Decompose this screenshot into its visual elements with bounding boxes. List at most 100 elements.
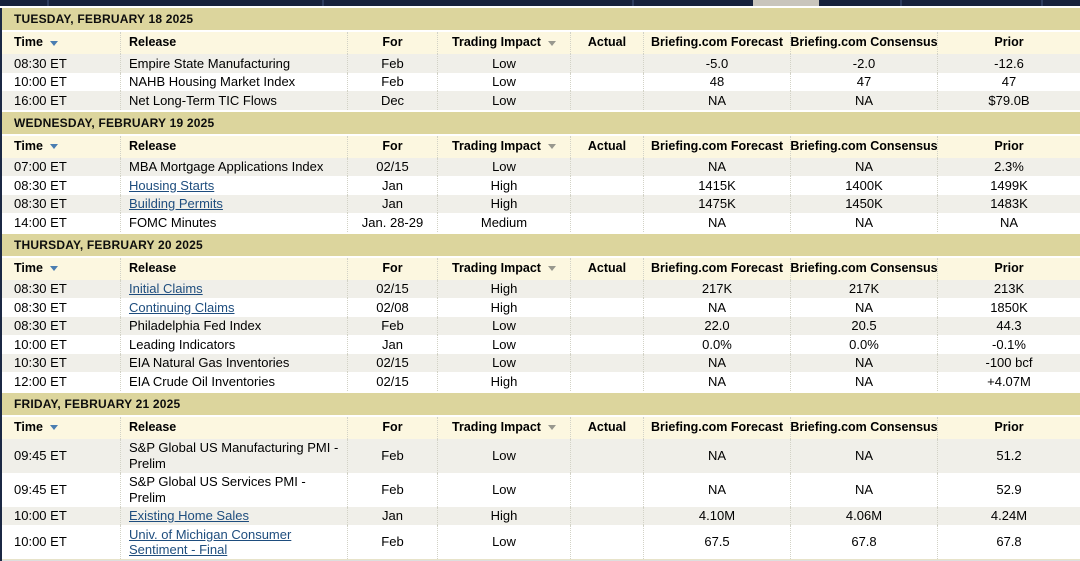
release-link[interactable]: Existing Home Sales xyxy=(129,508,249,523)
cell-for: Dec xyxy=(347,91,437,110)
cell-forecast: NA xyxy=(643,157,790,176)
column-header-actual: Actual xyxy=(570,135,643,158)
sort-descending-icon xyxy=(547,425,556,430)
cell-release[interactable]: Initial Claims xyxy=(120,279,347,298)
cell-release[interactable]: Existing Home Sales xyxy=(120,506,347,525)
column-header-forecast: Briefing.com Forecast xyxy=(643,416,790,439)
cell-impact: High xyxy=(437,298,570,317)
cell-time: 10:00 ET xyxy=(14,336,67,352)
cell-forecast: 67.5 xyxy=(643,525,790,559)
cell-consensus: NA xyxy=(790,472,937,507)
column-header-label: For xyxy=(382,138,403,153)
cell-release[interactable]: Building Permits xyxy=(120,194,347,213)
cell-actual xyxy=(570,176,643,195)
cell-actual xyxy=(570,213,643,232)
cell-actual xyxy=(570,525,643,559)
column-header-prior: Prior xyxy=(937,257,1080,280)
column-header-impact[interactable]: Trading Impact xyxy=(437,416,570,439)
topbar-separator xyxy=(632,0,634,6)
column-header-time[interactable]: Time xyxy=(2,417,120,439)
day-header: FRIDAY, FEBRUARY 21 2025 xyxy=(2,392,1080,415)
column-header-impact[interactable]: Trading Impact xyxy=(437,257,570,280)
cell-for: 02/15 xyxy=(347,372,437,391)
column-header-release: Release xyxy=(120,32,347,54)
column-header-label: Actual xyxy=(587,419,627,434)
release-link[interactable]: Building Permits xyxy=(129,196,223,211)
release-link[interactable]: Univ. of Michigan Consumer Sentiment - F… xyxy=(129,526,292,558)
cell-time: 16:00 ET xyxy=(14,92,67,108)
cell-consensus: NA xyxy=(790,372,937,391)
cell-prior: 2.3% xyxy=(937,157,1080,176)
cell-for: 02/15 xyxy=(347,157,437,176)
cell-consensus: 47 xyxy=(790,72,937,91)
cell-actual xyxy=(570,157,643,176)
cell-forecast: 1415K xyxy=(643,176,790,195)
column-header-consensus: Briefing.com Consensus xyxy=(790,416,938,439)
cell-impact: Medium xyxy=(437,213,570,232)
topbar-separator xyxy=(1041,0,1043,6)
table-row: 08:30 ET Building Permits Jan High 1475K 1450… xyxy=(2,194,1080,213)
cell-forecast: 217K xyxy=(643,279,790,298)
cell-actual xyxy=(570,372,643,391)
column-header-impact[interactable]: Trading Impact xyxy=(437,135,570,158)
cell-prior: 51.2 xyxy=(937,438,1080,473)
column-header-label: Briefing.com Consensus xyxy=(790,35,938,50)
cell-release: NAHB Housing Market Index xyxy=(120,72,347,91)
cell-consensus: NA xyxy=(790,438,937,473)
column-header-release: Release xyxy=(120,416,347,439)
column-header-time[interactable]: Time xyxy=(2,258,120,280)
cell-actual xyxy=(570,72,643,91)
cell-time: 08:30 ET xyxy=(14,177,67,193)
column-header-time[interactable]: Time xyxy=(2,136,120,158)
column-header-consensus: Briefing.com Consensus xyxy=(790,257,938,280)
release-link[interactable]: Housing Starts xyxy=(129,177,215,193)
cell-consensus: 20.5 xyxy=(790,316,937,335)
cell-release[interactable]: Univ. of Michigan Consumer Sentiment - F… xyxy=(120,525,347,559)
cell-forecast: NA xyxy=(643,472,790,507)
cell-time: 09:45 ET xyxy=(14,447,67,463)
site-top-bar xyxy=(0,0,1080,6)
cell-actual xyxy=(570,279,643,298)
cell-for: 02/15 xyxy=(347,353,437,372)
cell-actual xyxy=(570,54,643,73)
cell-consensus: 0.0% xyxy=(790,335,937,354)
column-header-impact[interactable]: Trading Impact xyxy=(437,32,570,54)
cell-release[interactable]: Housing Starts xyxy=(120,176,347,195)
column-header-for: For xyxy=(347,257,437,280)
table-row: 10:30 ET EIA Natural Gas Inventories 02/15… xyxy=(2,353,1080,372)
column-header-label: Briefing.com Forecast xyxy=(651,35,783,50)
cell-consensus: NA xyxy=(790,157,937,176)
cell-release: Leading Indicators xyxy=(120,335,347,354)
column-header-label: Release xyxy=(129,419,177,434)
topbar-separator xyxy=(900,0,902,6)
cell-prior: -0.1% xyxy=(937,335,1080,354)
sort-descending-icon xyxy=(547,40,556,46)
column-header-row: Time Release For Trading Impact Actual Briefi… xyxy=(2,257,1080,280)
table-row: 10:00 ET Univ. of Michigan Consumer Senti… xyxy=(2,525,1080,559)
cell-release: Philadelphia Fed Index xyxy=(120,316,347,335)
day-header: TUESDAY, FEBRUARY 18 2025 xyxy=(2,8,1080,30)
cell-forecast: NA xyxy=(643,438,790,473)
cell-forecast: NA xyxy=(643,91,790,110)
cell-time: 09:45 ET xyxy=(14,481,67,497)
release-link[interactable]: Continuing Claims xyxy=(129,299,235,315)
cell-for: Feb xyxy=(347,316,437,335)
column-header-label: Prior xyxy=(994,260,1024,275)
cell-consensus: NA xyxy=(790,213,937,232)
column-header-release: Release xyxy=(120,257,347,280)
column-header-consensus: Briefing.com Consensus xyxy=(790,135,938,158)
column-header-label: Trading Impact xyxy=(452,138,541,153)
cell-consensus: 217K xyxy=(790,279,937,298)
column-header-label: Prior xyxy=(994,138,1024,153)
topbar-active-segment[interactable] xyxy=(753,0,819,6)
cell-release: Net Long-Term TIC Flows xyxy=(120,91,347,110)
column-header-label: Trading Impact xyxy=(452,260,541,275)
column-header-time[interactable]: Time xyxy=(2,32,120,54)
release-link[interactable]: Initial Claims xyxy=(129,281,203,296)
day-section: FRIDAY, FEBRUARY 21 2025 Time Release For Tr… xyxy=(2,392,1080,559)
cell-for: Jan xyxy=(347,194,437,213)
cell-release[interactable]: Continuing Claims xyxy=(120,298,347,317)
table-row: 12:00 ET EIA Crude Oil Inventories 02/15 Hi… xyxy=(2,372,1080,391)
cell-impact: Low xyxy=(437,438,570,473)
column-header-forecast: Briefing.com Forecast xyxy=(643,32,790,54)
